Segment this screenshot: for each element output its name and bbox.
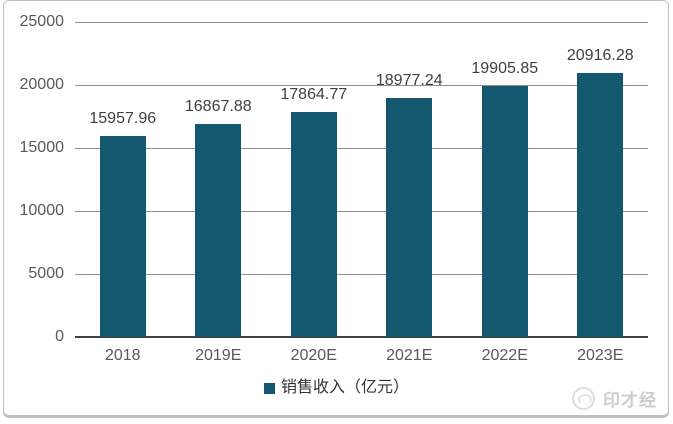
gridline-15000 <box>75 148 648 149</box>
bar-2018 <box>99 135 146 337</box>
legend: 销售收入（亿元） <box>0 378 673 398</box>
y-axis-tick-label-25000: 25000 <box>19 13 65 30</box>
legend-label: 销售收入（亿元） <box>280 379 409 396</box>
bar-2022E <box>481 86 528 337</box>
x-axis-category-label-2018: 2018 <box>104 347 141 364</box>
watermark: 印才经 <box>572 386 657 411</box>
gridline-5000 <box>75 274 648 275</box>
x-axis-category-label-2022E: 2022E <box>481 347 528 364</box>
y-axis-tick-label-0: 0 <box>55 328 64 345</box>
gridline-20000 <box>75 85 648 86</box>
bar-2019E <box>195 124 242 337</box>
bar-2023E <box>577 73 624 337</box>
x-axis-category-label-2020E: 2020E <box>290 347 337 364</box>
bar-value-label-2023E: 20916.28 <box>566 47 634 65</box>
bar-value-label-2018: 15957.96 <box>89 109 157 127</box>
watermark-circle-logo-icon <box>572 387 595 410</box>
bar-value-label-2019E: 16867.88 <box>184 98 252 116</box>
gridline-10000 <box>75 211 648 212</box>
bar-value-label-2020E: 17864.77 <box>280 85 348 103</box>
y-axis-tick-label-5000: 5000 <box>28 265 64 282</box>
watermark-text: 印才经 <box>603 391 657 410</box>
bar-2021E <box>386 97 433 337</box>
bar-2020E <box>290 111 337 337</box>
y-axis-tick-label-10000: 10000 <box>19 202 65 219</box>
x-axis-category-label-2021E: 2021E <box>386 347 433 364</box>
legend-marker-square <box>263 382 275 394</box>
gridline-25000 <box>75 22 648 23</box>
bar-value-label-2022E: 19905.85 <box>471 60 539 78</box>
x-axis-category-label-2023E: 2023E <box>577 347 624 364</box>
y-axis-tick-label-15000: 15000 <box>19 139 65 156</box>
bar-value-label-2021E: 18977.24 <box>375 71 443 89</box>
x-axis-category-label-2019E: 2019E <box>195 347 242 364</box>
y-axis-tick-label-20000: 20000 <box>19 76 65 93</box>
x-axis-line <box>75 336 648 338</box>
